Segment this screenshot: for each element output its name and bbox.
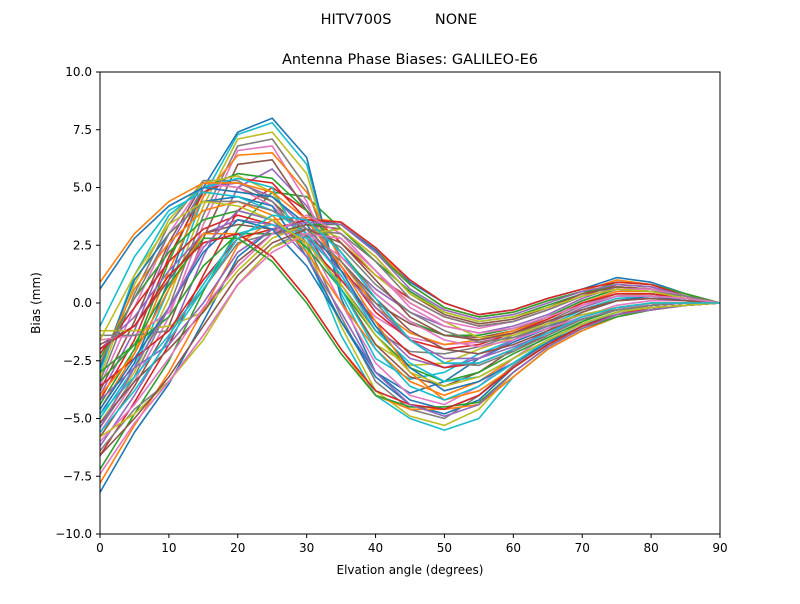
series-line <box>99 214 720 433</box>
series-line <box>99 228 721 438</box>
x-tick-label: 70 <box>575 541 590 555</box>
series-layer <box>99 117 721 493</box>
y-tick-label: −10.0 <box>55 527 92 541</box>
suptitle-radome: NONE <box>435 12 477 28</box>
axes-layer: 0 10 20 30 40 50 60 70 80 90 −10.0 −7.5 −5.0 −2.5 0.0 2… <box>55 65 727 555</box>
y-tick-label: 2.5 <box>73 238 92 252</box>
x-tick-label: 60 <box>506 541 521 555</box>
y-tick-label: −2.5 <box>63 354 92 368</box>
series-line <box>99 200 721 388</box>
y-tick-label: 7.5 <box>73 123 92 137</box>
series-line <box>99 228 721 457</box>
chart-title: Antenna Phase Biases: GALILEO-E6 <box>282 52 538 68</box>
x-tick-label: 40 <box>368 541 383 555</box>
plot-frame <box>99 71 721 535</box>
series-line <box>99 209 721 429</box>
x-tick-label: 30 <box>299 541 314 555</box>
x-tick-label: 10 <box>161 541 176 555</box>
x-tick-label: 0 <box>96 541 104 555</box>
y-tick-label: 10.0 <box>65 65 92 79</box>
series-line <box>99 232 721 475</box>
y-tick-label: 0.0 <box>73 296 92 310</box>
series-line <box>99 237 721 408</box>
y-tick-label: −7.5 <box>63 469 92 483</box>
y-tick-label: −5.0 <box>63 412 92 426</box>
series-line <box>99 221 721 401</box>
y-axis-label: Bias (mm) <box>29 272 43 334</box>
suptitle-antenna: HITV700S <box>321 12 392 28</box>
series-line <box>99 219 721 493</box>
x-tick-label: 50 <box>437 541 452 555</box>
x-axis-label: Elvation angle (degrees) <box>337 563 484 577</box>
x-tick-label: 80 <box>643 541 658 555</box>
series-line <box>99 152 721 410</box>
x-tick-label: 20 <box>230 541 245 555</box>
x-tick-label: 90 <box>712 541 727 555</box>
y-tick-label: 5.0 <box>73 181 92 195</box>
series-line <box>99 219 721 387</box>
